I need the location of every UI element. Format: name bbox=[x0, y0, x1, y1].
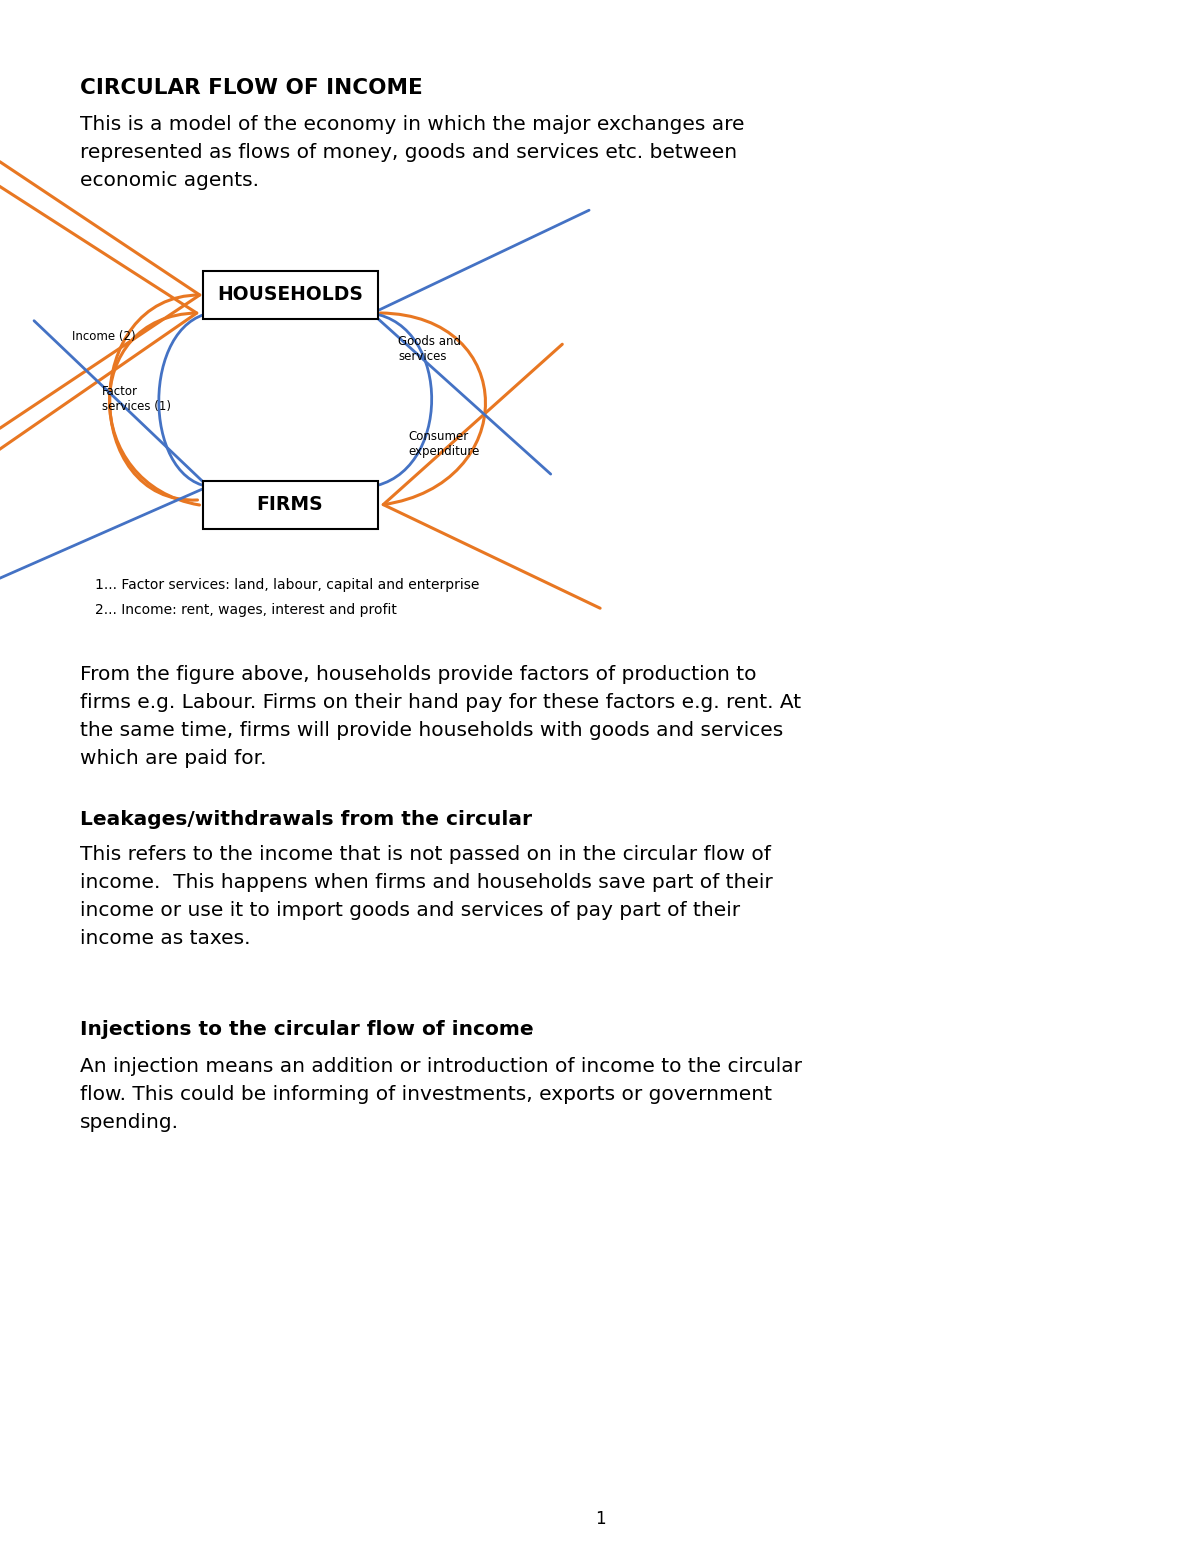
Text: Factor
services (1): Factor services (1) bbox=[102, 385, 172, 413]
Text: Goods and
services: Goods and services bbox=[398, 335, 461, 363]
Text: From the figure above, households provide factors of production to
firms e.g. La: From the figure above, households provid… bbox=[80, 665, 802, 769]
Text: FIRMS: FIRMS bbox=[257, 495, 323, 514]
Text: 2... Income: rent, wages, interest and profit: 2... Income: rent, wages, interest and p… bbox=[95, 603, 397, 617]
FancyArrowPatch shape bbox=[370, 210, 589, 488]
Text: Injections to the circular flow of income: Injections to the circular flow of incom… bbox=[80, 1020, 534, 1039]
Text: 1: 1 bbox=[595, 1510, 605, 1528]
FancyArrowPatch shape bbox=[0, 162, 199, 500]
FancyArrowPatch shape bbox=[380, 314, 600, 609]
Text: This refers to the income that is not passed on in the circular flow of
income. : This refers to the income that is not pa… bbox=[80, 845, 773, 947]
FancyArrowPatch shape bbox=[0, 183, 199, 505]
Text: An injection means an addition or introduction of income to the circular
flow. T: An injection means an addition or introd… bbox=[80, 1058, 802, 1132]
FancyBboxPatch shape bbox=[203, 272, 378, 318]
Text: This is a model of the economy in which the major exchanges are
represented as f: This is a model of the economy in which … bbox=[80, 115, 744, 189]
Text: CIRCULAR FLOW OF INCOME: CIRCULAR FLOW OF INCOME bbox=[80, 78, 422, 98]
Text: 1... Factor services: land, labour, capital and enterprise: 1... Factor services: land, labour, capi… bbox=[95, 578, 479, 592]
FancyArrowPatch shape bbox=[0, 314, 210, 584]
Text: Leakages/withdrawals from the circular: Leakages/withdrawals from the circular bbox=[80, 811, 532, 829]
Text: Income (2): Income (2) bbox=[72, 329, 136, 343]
FancyBboxPatch shape bbox=[203, 481, 378, 530]
Text: Consumer
expenditure: Consumer expenditure bbox=[408, 430, 479, 458]
Text: HOUSEHOLDS: HOUSEHOLDS bbox=[217, 286, 362, 304]
